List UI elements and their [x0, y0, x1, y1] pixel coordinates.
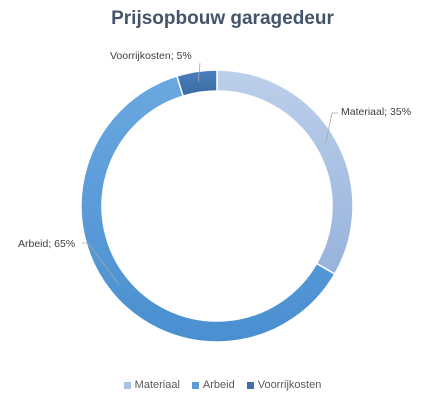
legend-item-arbeid: Arbeid — [191, 379, 235, 391]
legend-label-materiaal: Materiaal — [134, 379, 180, 391]
legend-swatch-arbeid — [191, 381, 199, 389]
legend-item-voorrijkosten: Voorrijkosten — [246, 379, 322, 391]
slice-voorrijkosten — [175, 69, 218, 98]
legend-swatch-materiaal — [123, 381, 131, 389]
chart-title: Prijsopbouw garagedeur — [111, 8, 334, 29]
data-label-materiaal: Materiaal; 35% — [341, 106, 411, 118]
leader-line-materiaal — [325, 112, 338, 144]
chart-legend: Materiaal Arbeid Voorrijkosten — [0, 379, 445, 391]
legend-item-materiaal: Materiaal — [123, 379, 180, 391]
leader-line-arbeid — [82, 242, 120, 285]
data-label-arbeid: Arbeid; 65% — [18, 238, 75, 250]
slice-materiaal — [216, 69, 354, 276]
legend-label-arbeid: Arbeid — [202, 379, 235, 391]
legend-label-voorrijkosten: Voorrijkosten — [257, 379, 322, 391]
leader-line-voorrijkosten — [197, 62, 201, 82]
data-label-voorrijkosten: Voorrijkosten; 5% — [110, 50, 192, 62]
legend-swatch-voorrijkosten — [246, 381, 254, 389]
